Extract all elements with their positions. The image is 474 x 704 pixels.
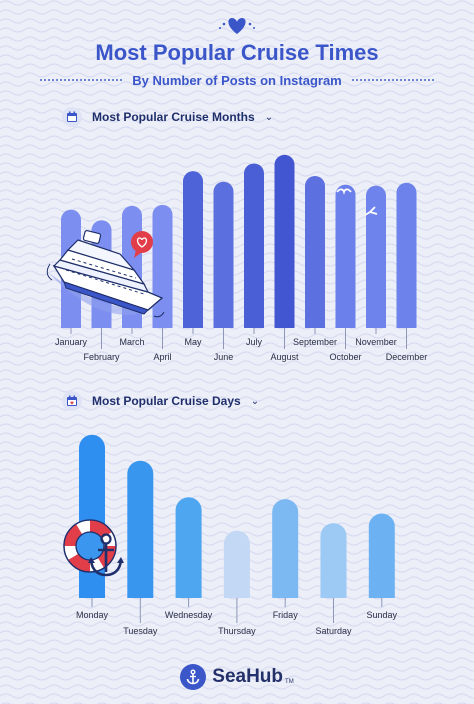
seagull-icon <box>364 206 378 216</box>
tick-label-february: February <box>83 352 120 362</box>
tick-label-may: May <box>184 337 202 347</box>
tick-label-june: June <box>214 352 234 362</box>
tick-label-saturday: Saturday <box>315 626 352 636</box>
bar-wednesday <box>175 497 202 598</box>
bar-tuesday <box>127 460 154 598</box>
bar-june <box>213 181 234 328</box>
bar-may <box>183 171 204 328</box>
days-section-header: Most Popular Cruise Days ⌄ <box>62 390 259 412</box>
calendar-icon <box>62 107 82 127</box>
brand-name: SeaHub <box>212 666 284 687</box>
cruise-ship-icon <box>46 230 165 318</box>
tick-label-october: October <box>329 352 361 362</box>
subtitle-row: By Number of Posts on Instagram <box>40 71 435 89</box>
trademark: TM <box>285 679 294 685</box>
brand-logo: SeaHub TM <box>0 662 474 692</box>
tick-label-august: August <box>270 352 299 362</box>
bar-sunday <box>368 513 395 598</box>
chevron-down-icon: ⌄ <box>264 111 274 123</box>
heart-icon <box>219 18 255 34</box>
tick-label-thursday: Thursday <box>218 626 256 636</box>
bar-september <box>305 175 325 328</box>
dotted-divider-right <box>351 79 435 81</box>
tick-label-friday: Friday <box>273 610 299 620</box>
like-bubble-icon <box>131 231 153 258</box>
tick-label-july: July <box>246 337 263 347</box>
tick-label-march: March <box>119 337 144 347</box>
seagull-icon <box>336 188 352 195</box>
tick-label-september: September <box>293 337 337 347</box>
months-section-header: Most Popular Cruise Months ⌄ <box>62 106 273 128</box>
tick-label-january: January <box>55 337 88 347</box>
calendar-icon <box>62 391 82 411</box>
anchor-icon <box>180 664 207 690</box>
chevron-down-icon: ⌄ <box>250 395 260 407</box>
page-subtitle: By Number of Posts on Instagram <box>132 72 342 88</box>
bar-august <box>274 154 295 328</box>
tick-label-april: April <box>153 352 171 362</box>
tick-label-sunday: Sunday <box>367 610 398 620</box>
bar-november <box>366 185 387 328</box>
bar-october <box>335 184 356 328</box>
bar-thursday <box>223 530 250 598</box>
bar-saturday <box>320 523 347 598</box>
bar-friday <box>272 499 299 598</box>
bar-december <box>396 182 417 328</box>
tick-label-november: November <box>355 337 397 347</box>
page-title: Most Popular Cruise Times <box>95 40 379 65</box>
tick-label-wednesday: Wednesday <box>165 610 213 620</box>
days-chart-title: Most Popular Cruise Days <box>92 394 241 408</box>
months-chart-title: Most Popular Cruise Months <box>92 110 255 124</box>
tick-label-december: December <box>386 352 428 362</box>
tick-label-monday: Monday <box>76 610 109 620</box>
tick-label-tuesday: Tuesday <box>123 626 158 636</box>
dotted-divider-left <box>40 79 123 81</box>
bar-july <box>244 163 264 328</box>
anchor-icon <box>88 533 124 577</box>
